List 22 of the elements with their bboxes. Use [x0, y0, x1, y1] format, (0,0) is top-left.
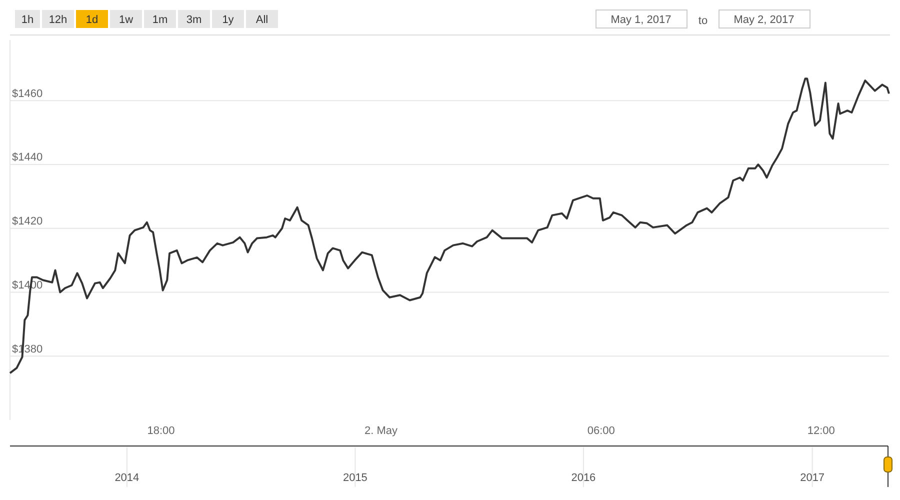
- y-tick-label: $1420: [12, 216, 43, 228]
- x2-tick-label: 2017: [800, 472, 825, 484]
- x2-tick-label: 2015: [342, 472, 368, 484]
- text: May 1, 2017: [610, 14, 672, 26]
- text: 1y: [222, 14, 234, 26]
- x-tick-label: 18:00: [147, 425, 175, 437]
- text: 1m: [152, 14, 168, 26]
- text: 1h: [21, 14, 34, 26]
- y-tick-label: $1460: [12, 88, 43, 100]
- x2-tick-label: 2014: [114, 472, 140, 484]
- text: 3m: [186, 14, 202, 26]
- y-tick-label: $1440: [12, 152, 43, 164]
- text: 1w: [118, 14, 134, 26]
- x-tick-label: 12:00: [807, 425, 835, 437]
- x-tick-label: 06:00: [587, 425, 615, 437]
- text: 12h: [48, 14, 68, 26]
- text: to: [698, 15, 708, 27]
- x-tick-label: 2. May: [364, 425, 398, 437]
- text: May 2, 2017: [734, 14, 794, 26]
- text: All: [256, 14, 268, 26]
- text: 1d: [86, 14, 98, 26]
- x2-tick-label: 2016: [571, 472, 596, 484]
